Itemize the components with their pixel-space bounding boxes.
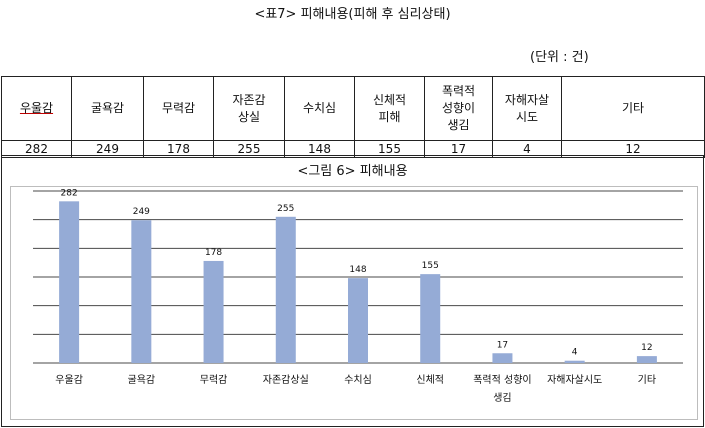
header-cell: 기타 — [561, 76, 705, 141]
header-cell: 폭력적 성향이 생김 — [424, 76, 493, 141]
category-label: 기타 — [638, 374, 656, 386]
value-cell: 282 — [1, 140, 72, 158]
bar-value-label: 178 — [205, 248, 222, 258]
category-label: 수치심 — [344, 374, 372, 386]
bar — [348, 278, 368, 363]
header-cell: 굴욕감 — [71, 76, 144, 141]
bar — [636, 356, 657, 363]
chart-area: 282 우울감 249 굴욕감 178 무력감 255 자존감상실 148 수치심 155 신체적 17… — [10, 186, 698, 420]
category-label: 자해자살시도 — [547, 373, 602, 386]
value-cell: 148 — [284, 140, 355, 158]
header-cell: 수치심 — [284, 76, 355, 141]
bar — [59, 201, 80, 363]
bar-value-label: 12 — [641, 343, 652, 353]
bar-chart: 282 우울감 249 굴욕감 178 무력감 255 자존감상실 148 수치심 155 신체적 17… — [33, 188, 683, 404]
bar-value-label: 155 — [422, 261, 439, 271]
bar — [275, 216, 296, 363]
unit-note: (단위 : 건) — [530, 50, 589, 65]
category-label: 굴욕감 — [128, 374, 156, 386]
category-label: 무력감 — [200, 374, 228, 386]
category-label: 우울감 — [55, 374, 83, 386]
header-cell: 자해자살 시도 — [492, 76, 562, 141]
value-cell: 17 — [424, 140, 493, 158]
category-label: 자존감상실 — [263, 374, 309, 386]
category-label: 생김 — [493, 392, 511, 404]
chart-frame — [1, 155, 704, 427]
value-cell: 255 — [213, 140, 285, 158]
value-cell: 155 — [354, 140, 425, 158]
category-label: 폭력적 성향이 — [473, 374, 531, 386]
header-cell: 자존감 상실 — [213, 76, 285, 141]
chart-caption: <그림 6> 피해내용 — [297, 164, 408, 179]
header-cell: 우울감 — [1, 76, 72, 141]
value-cell: 12 — [561, 140, 705, 158]
bar — [564, 360, 585, 363]
bar-value-label: 148 — [349, 265, 366, 275]
header-cell: 신체적 피해 — [354, 76, 425, 141]
bar — [203, 260, 224, 363]
table-header-row: 우울감 굴욕감 무력감 자존감 상실 수치심 신체적 피해 폭력적 성향이 생김… — [1, 76, 705, 141]
bar-value-label: 17 — [497, 340, 508, 350]
bar — [492, 353, 513, 363]
bar-value-label: 282 — [61, 188, 78, 198]
damage-table: 우울감 굴욕감 무력감 자존감 상실 수치심 신체적 피해 폭력적 성향이 생김… — [1, 76, 705, 158]
table-title: <표7> 피해내용(피해 후 심리상태) — [254, 7, 451, 22]
bar-value-label: 249 — [133, 207, 150, 217]
bar — [131, 220, 152, 363]
category-label: 신체적 — [416, 374, 444, 386]
bar-value-label: 255 — [277, 204, 294, 214]
value-cell: 178 — [143, 140, 214, 158]
table-value-row: 282 249 178 255 148 155 17 4 12 — [1, 140, 705, 158]
bar-value-label: 4 — [572, 348, 578, 358]
header-cell: 무력감 — [143, 76, 214, 141]
bar — [420, 274, 441, 363]
